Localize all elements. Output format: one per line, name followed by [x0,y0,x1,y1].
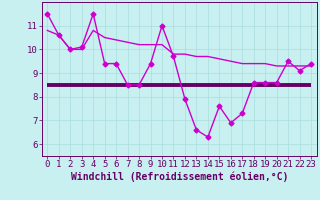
X-axis label: Windchill (Refroidissement éolien,°C): Windchill (Refroidissement éolien,°C) [70,172,288,182]
